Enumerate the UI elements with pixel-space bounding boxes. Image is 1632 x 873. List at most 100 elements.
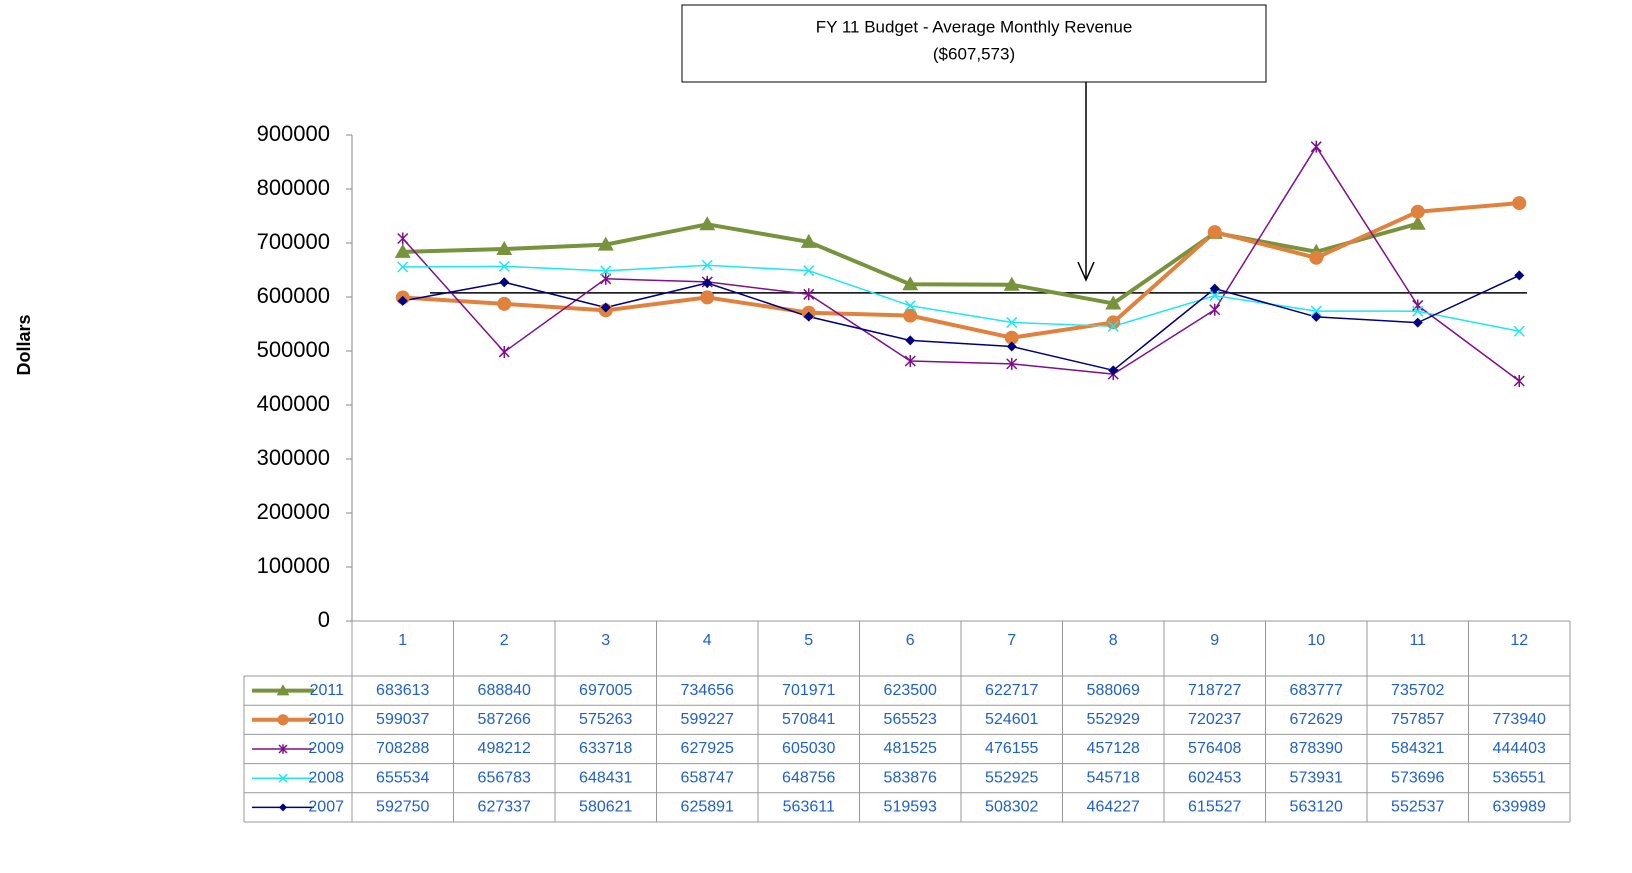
y-tick-label: 0: [318, 607, 330, 632]
marker: [279, 803, 287, 812]
table-cell: 583876: [884, 769, 937, 786]
annotation-text: FY 11 Budget - Average Monthly Revenue: [816, 17, 1133, 36]
x-tick-label: 2: [500, 632, 509, 649]
marker: [1006, 341, 1017, 352]
annotation-box: [681, 4, 1267, 83]
marker: [1105, 295, 1122, 310]
series-line: [402, 264, 1520, 332]
marker: [397, 261, 409, 273]
marker: [1006, 316, 1018, 328]
table-cell: 648756: [782, 769, 835, 786]
marker: [1311, 311, 1322, 322]
marker: [498, 345, 510, 358]
table-cell: 444403: [1493, 740, 1546, 757]
x-tick-label: 6: [906, 632, 915, 649]
x-tick-label: 1: [398, 632, 407, 649]
marker: [1207, 225, 1222, 240]
marker: [1108, 365, 1119, 376]
table-cell: 625891: [681, 799, 734, 816]
marker: [1209, 283, 1220, 294]
table-cell: 519593: [884, 799, 937, 816]
table-cell: 639989: [1493, 799, 1546, 816]
marker: [1412, 317, 1423, 328]
marker: [277, 714, 289, 726]
table-cell: 575263: [579, 711, 632, 728]
table-cell: 587266: [478, 711, 531, 728]
legend-marker: [278, 744, 288, 754]
legend-marker: [279, 803, 287, 812]
marker: [276, 684, 290, 696]
series-line: [402, 201, 1520, 340]
marker: [1513, 375, 1525, 388]
marker: [905, 335, 916, 346]
table-cell: 658747: [681, 769, 734, 786]
table-cell: 633718: [579, 740, 632, 757]
legend-label: 2010: [308, 711, 344, 728]
marker: [1209, 303, 1221, 316]
marker: [1107, 320, 1119, 332]
table-cell: 701971: [782, 682, 835, 699]
table-cell: 599227: [681, 711, 734, 728]
table-cell: 570841: [782, 711, 835, 728]
table-cell: 623500: [884, 682, 937, 699]
table-cell: 627925: [681, 740, 734, 757]
table-cell: 576408: [1188, 740, 1241, 757]
marker: [904, 300, 916, 312]
y-axis-label: Dollars: [14, 314, 34, 375]
table-cell: 697005: [579, 682, 632, 699]
table-cell: 773940: [1493, 711, 1546, 728]
legend-label: 2009: [308, 740, 344, 757]
y-tick-label: 700000: [257, 229, 330, 254]
marker: [1106, 315, 1121, 330]
table-cell: 708288: [376, 740, 429, 757]
x-tick-label: 4: [703, 632, 712, 649]
table-cell: 508302: [985, 799, 1038, 816]
table-cell: 605030: [782, 740, 835, 757]
marker: [1004, 330, 1019, 345]
marker: [278, 773, 288, 783]
x-tick-label: 3: [601, 632, 610, 649]
marker: [394, 243, 411, 258]
marker: [600, 265, 612, 277]
y-tick-label: 300000: [257, 445, 330, 470]
series-line: [402, 274, 1520, 372]
x-tick-label: 9: [1210, 632, 1219, 649]
marker: [800, 233, 817, 248]
table-cell: 720237: [1188, 711, 1241, 728]
table-cell: 688840: [478, 682, 531, 699]
marker: [1310, 305, 1322, 317]
table-cell: 457128: [1087, 740, 1140, 757]
marker: [1412, 299, 1424, 312]
table-cell: 563611: [783, 799, 835, 816]
table-cell: 552929: [1087, 711, 1140, 728]
table-cell: 683613: [376, 682, 429, 699]
table-cell: 735702: [1391, 682, 1444, 699]
marker: [600, 272, 612, 285]
table-cell: 588069: [1087, 682, 1140, 699]
table-cell: 592750: [376, 799, 429, 816]
legend-marker: [278, 773, 288, 783]
y-tick-label: 400000: [257, 391, 330, 416]
y-tick-label: 200000: [257, 499, 330, 524]
marker: [702, 278, 713, 289]
marker: [803, 265, 815, 277]
x-tick-label: 8: [1109, 632, 1118, 649]
marker: [803, 311, 814, 322]
marker: [397, 295, 408, 306]
marker: [1003, 276, 1020, 291]
marker: [600, 302, 611, 313]
series-line: [402, 145, 1520, 382]
y-tick-label: 800000: [257, 175, 330, 200]
y-tick-label: 100000: [257, 553, 330, 578]
marker: [700, 290, 715, 305]
marker: [1209, 290, 1221, 302]
marker: [597, 236, 614, 251]
table-cell: 498212: [478, 740, 531, 757]
marker: [1514, 270, 1525, 281]
x-tick-label: 10: [1307, 632, 1325, 649]
table-cell: 602453: [1188, 769, 1241, 786]
table-cell: 718727: [1188, 682, 1241, 699]
y-tick-label: 900000: [257, 121, 330, 146]
table-cell: 599037: [376, 711, 429, 728]
